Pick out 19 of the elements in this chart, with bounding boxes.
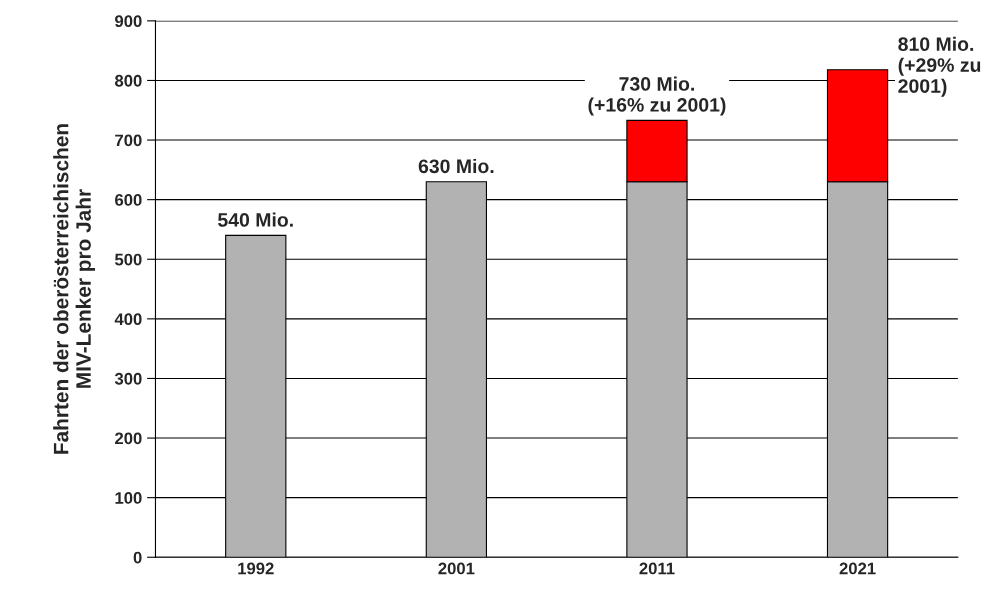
y-tick-label: 600 [115, 194, 142, 206]
y-tick-label: 400 [114, 313, 142, 326]
y-tick-label: 200 [115, 432, 142, 445]
y-tick-label: 100 [115, 492, 142, 504]
y-tick-label: 700 [115, 134, 142, 147]
y-tick-label: 300 [114, 372, 142, 385]
total-label: 730 Mio. (+16% zu 2001) [588, 76, 726, 116]
x-tick-label: 1992 [238, 562, 274, 575]
x-tick-label: 2001 [438, 562, 475, 575]
x-tick-label: 2011 [639, 562, 675, 575]
y-tick-label: 900 [115, 15, 142, 28]
total-label: 630 Mio. [418, 158, 494, 174]
y-tick-label: 800 [114, 74, 142, 87]
total-label: 540 Mio. [218, 212, 293, 227]
y-axis-title: Fahrten der oberösterreichischen MIV-Lenker pro Jahr [53, 124, 96, 454]
y-tick-label: 500 [114, 253, 142, 266]
total-label: 810 Mio. (+29% zu 2001) [898, 36, 981, 97]
x-tick-label: 2021 [839, 562, 876, 575]
y-tick-label: 0 [133, 551, 142, 564]
